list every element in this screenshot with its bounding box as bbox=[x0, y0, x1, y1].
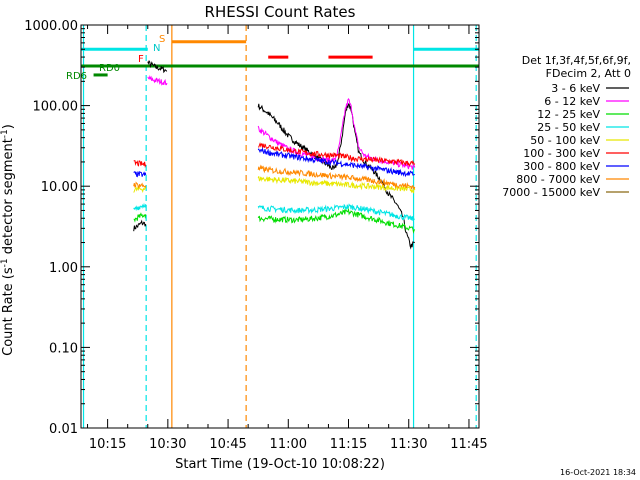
x-tick-label: 10:45 bbox=[209, 437, 246, 452]
legend-entry-label: 300 - 800 keV bbox=[523, 160, 600, 173]
legend-header-line2: FDecim 2, Att 0 bbox=[546, 67, 631, 80]
y-tick-label: 1.00 bbox=[49, 261, 78, 276]
x-tick-label: 11:15 bbox=[330, 437, 367, 452]
y-axis-label-main: Count Rate (s bbox=[1, 267, 16, 356]
series-line bbox=[258, 142, 416, 167]
y-axis-label-sup1: -1 bbox=[0, 258, 10, 267]
flag-label-f: F bbox=[138, 54, 144, 65]
x-tick-label: 10:15 bbox=[89, 437, 126, 452]
series-line bbox=[257, 98, 416, 170]
series-line bbox=[133, 181, 147, 189]
legend-entry-label: 6 - 12 keV bbox=[544, 95, 600, 108]
series-line bbox=[133, 184, 147, 194]
y-tick-label: 0.01 bbox=[49, 422, 78, 437]
series-line bbox=[257, 103, 415, 250]
series-line bbox=[133, 219, 147, 232]
legend-entry-label: 25 - 50 keV bbox=[537, 121, 600, 134]
series-line bbox=[133, 170, 147, 178]
legend: Det 1f,3f,4f,5f,6f,9f, FDecim 2, Att 0 3… bbox=[502, 54, 631, 199]
x-tick-label: 11:30 bbox=[390, 437, 427, 452]
y-tick-label: 100.00 bbox=[33, 100, 79, 115]
flag-label-s: S bbox=[159, 34, 165, 45]
y-tick-label: 0.10 bbox=[49, 341, 78, 356]
y-axis: 0.01 0.10 1.00 10.00 100.00 1000.00 bbox=[24, 19, 479, 437]
y-tick-label: 1000.00 bbox=[24, 19, 78, 34]
series-line bbox=[147, 75, 168, 86]
chart-title: RHESSI Count Rates bbox=[205, 3, 356, 21]
flag-label-rd6: RD6 bbox=[66, 71, 87, 82]
series-line bbox=[133, 212, 147, 223]
y-tick-label: 10.00 bbox=[41, 180, 78, 195]
x-axis: 10:15 10:30 10:45 11:00 11:15 11:30 11:45 bbox=[87, 25, 488, 452]
legend-entry-label: 12 - 25 keV bbox=[537, 108, 600, 121]
legend-entry-label: 800 - 7000 keV bbox=[516, 173, 600, 186]
legend-entry-label: 7000 - 15000 keV bbox=[502, 186, 600, 199]
plot-area bbox=[81, 25, 479, 428]
series-line bbox=[133, 159, 147, 168]
legend-entry-label: 3 - 6 keV bbox=[551, 82, 600, 95]
flag-label-rd0: RD0 bbox=[99, 63, 120, 74]
y-axis-label-sup2: -1 bbox=[0, 129, 10, 138]
legend-entry-label: 50 - 100 keV bbox=[530, 134, 600, 147]
series-line bbox=[257, 207, 416, 234]
series-line bbox=[257, 164, 416, 190]
footer-timestamp: 16-Oct-2021 18:34 bbox=[560, 468, 636, 477]
y-axis-label: Count Rate (s-1 detector segment-1) bbox=[0, 124, 16, 356]
legend-entry-label: 100 - 300 keV bbox=[523, 147, 600, 160]
x-tick-label: 11:45 bbox=[450, 437, 487, 452]
x-tick-label: 10:30 bbox=[149, 437, 186, 452]
x-tick-label: 11:00 bbox=[270, 437, 307, 452]
plot-frame bbox=[80, 24, 480, 429]
series-line bbox=[257, 146, 415, 178]
series-line bbox=[257, 175, 416, 194]
flag-labels: RD0 RD6 F N S bbox=[66, 34, 165, 82]
legend-header-line1: Det 1f,3f,4f,5f,6f,9f, bbox=[522, 54, 631, 67]
x-axis-label: Start Time (19-Oct-10 10:08:22) bbox=[175, 457, 385, 472]
y-axis-label-mid: detector segment bbox=[1, 138, 16, 258]
series-line bbox=[257, 203, 415, 221]
series-line bbox=[147, 59, 168, 74]
series-line bbox=[133, 202, 147, 212]
y-axis-label-end: ) bbox=[1, 124, 16, 129]
flag-label-n: N bbox=[153, 43, 160, 54]
